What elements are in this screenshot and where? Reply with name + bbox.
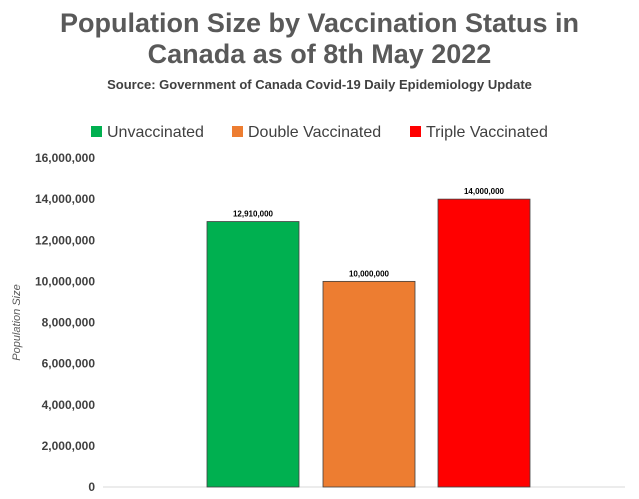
legend-label: Unvaccinated <box>107 124 204 141</box>
data-label: 14,000,000 <box>464 187 505 196</box>
bar-unvaccinated <box>206 221 300 488</box>
legend-label: Triple Vaccinated <box>426 124 548 141</box>
chart-subtitle: Source: Government of Canada Covid-19 Da… <box>107 77 532 92</box>
bar-double-vaccinated <box>322 280 416 488</box>
y-tick-label: 6,000,000 <box>42 357 96 371</box>
y-tick-label: 2,000,000 <box>42 439 96 453</box>
bar-triple-vaccinated <box>437 198 531 488</box>
y-tick-label: 14,000,000 <box>35 192 95 206</box>
y-tick-label: 4,000,000 <box>42 398 96 412</box>
y-tick-label: 12,000,000 <box>35 233 95 247</box>
y-tick-label: 8,000,000 <box>42 316 96 330</box>
chart-title-line-1: Population Size by Vaccination Status in <box>59 8 580 38</box>
y-tick-label: 16,000,000 <box>35 151 95 165</box>
y-axis-title: Population Size <box>11 284 23 360</box>
legend-swatch <box>91 126 102 137</box>
legend-swatch <box>232 126 243 137</box>
legend-label: Double Vaccinated <box>248 124 381 141</box>
y-tick-label: 10,000,000 <box>35 274 95 288</box>
data-label: 12,910,000 <box>233 210 274 219</box>
chart-title-line-2: Canada as of 8th May 2022 <box>147 39 492 69</box>
data-label: 10,000,000 <box>349 269 390 278</box>
y-tick-label: 0 <box>88 480 95 494</box>
legend-swatch <box>410 126 421 137</box>
